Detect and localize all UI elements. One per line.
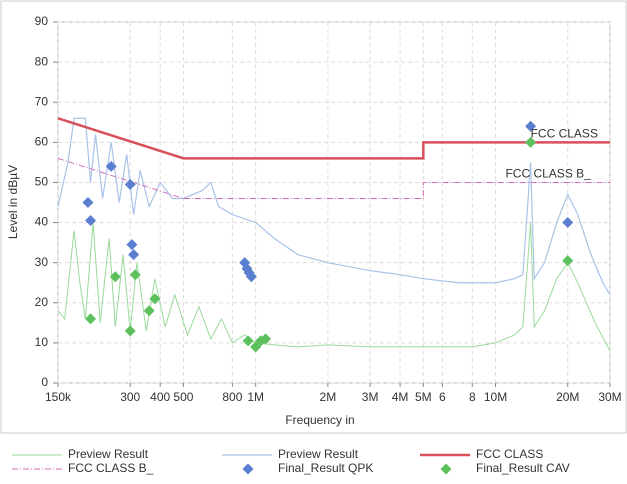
marker: [149, 293, 161, 305]
y-tick-label: 80: [35, 54, 49, 68]
x-tick-label: 500: [173, 390, 193, 404]
y-tick-label: 60: [35, 135, 49, 149]
annotation: FCC CLASS: [531, 126, 598, 140]
marker: [525, 136, 537, 148]
x-tick-label: 150k: [45, 390, 72, 404]
marker: [562, 217, 574, 229]
x-tick-label: 10M: [484, 390, 507, 404]
legend-label: Preview Result: [278, 447, 359, 461]
y-tick-label: 40: [35, 215, 49, 229]
y-tick-label: 30: [35, 255, 49, 269]
y-tick-label: 50: [35, 175, 49, 189]
legend-label: Preview Result: [68, 447, 149, 461]
legend-label: FCC CLASS B_: [68, 461, 154, 475]
x-axis-label: Frequency in: [285, 413, 354, 427]
y-tick-label: 0: [41, 375, 48, 389]
marker: [128, 249, 140, 261]
x-tick-label: 6: [439, 390, 446, 404]
y-axis-label: Level in dBµV: [6, 165, 20, 239]
series-line: [57, 117, 611, 296]
y-tick-label: 90: [35, 14, 49, 28]
y-tick-label: 20: [35, 295, 49, 309]
x-tick-label: 2M: [320, 390, 337, 404]
x-tick-label: 300: [120, 390, 140, 404]
x-tick-label: 400: [150, 390, 170, 404]
x-tick-label: 1M: [247, 390, 264, 404]
marker: [82, 197, 94, 208]
x-tick-label: 800: [222, 390, 242, 404]
marker: [129, 269, 141, 281]
x-tick-label: 4M: [392, 390, 409, 404]
series-line: [57, 117, 610, 160]
marker: [109, 271, 121, 283]
legend-label: Final_Result QPK: [278, 461, 373, 475]
marker: [124, 178, 136, 190]
marker: [562, 255, 574, 267]
marker: [126, 239, 138, 251]
legend-marker: [440, 463, 452, 475]
x-tick-label: 20M: [556, 390, 579, 404]
plot-area: [57, 21, 611, 384]
series-line: [57, 222, 611, 352]
x-tick-label: 5M: [415, 390, 432, 404]
marker: [250, 341, 262, 353]
marker: [143, 305, 155, 317]
marker: [245, 271, 257, 283]
marker: [124, 325, 136, 337]
marker: [260, 333, 272, 345]
marker: [85, 215, 97, 227]
legend-label: Final_Result CAV: [476, 461, 570, 475]
marker: [242, 335, 254, 347]
y-tick-label: 70: [35, 94, 49, 108]
x-tick-label: 3M: [362, 390, 379, 404]
legend-marker: [242, 463, 254, 475]
y-tick-label: 10: [35, 335, 49, 349]
annotation: FCC CLASS B_: [505, 167, 591, 181]
legend-label: FCC CLASS: [476, 447, 543, 461]
marker: [525, 120, 537, 132]
series-line: [57, 157, 610, 199]
marker: [85, 313, 97, 325]
x-tick-label: 30M: [598, 390, 621, 404]
x-tick-label: 8: [469, 390, 476, 404]
marker: [105, 160, 117, 172]
